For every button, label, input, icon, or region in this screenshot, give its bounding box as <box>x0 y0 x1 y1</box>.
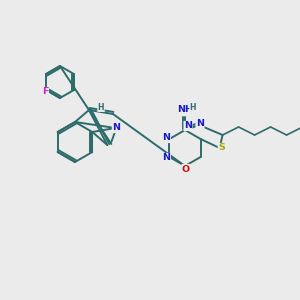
Text: H: H <box>190 103 196 112</box>
Text: O: O <box>182 164 190 173</box>
Text: N: N <box>162 154 170 163</box>
Text: NH: NH <box>177 104 193 113</box>
Text: N: N <box>196 119 204 128</box>
Text: S: S <box>218 143 225 152</box>
Text: F: F <box>42 88 48 97</box>
Text: N: N <box>184 122 192 130</box>
Text: N: N <box>112 124 120 133</box>
Text: N: N <box>162 134 170 142</box>
Text: H: H <box>98 103 104 112</box>
